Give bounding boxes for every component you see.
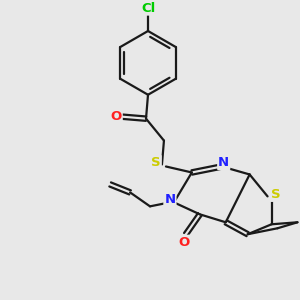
Text: S: S: [151, 156, 161, 169]
Text: N: N: [218, 156, 229, 169]
Text: Cl: Cl: [141, 2, 155, 15]
Text: O: O: [110, 110, 122, 123]
Text: N: N: [164, 193, 175, 206]
Text: S: S: [271, 188, 280, 201]
Text: O: O: [178, 236, 190, 249]
